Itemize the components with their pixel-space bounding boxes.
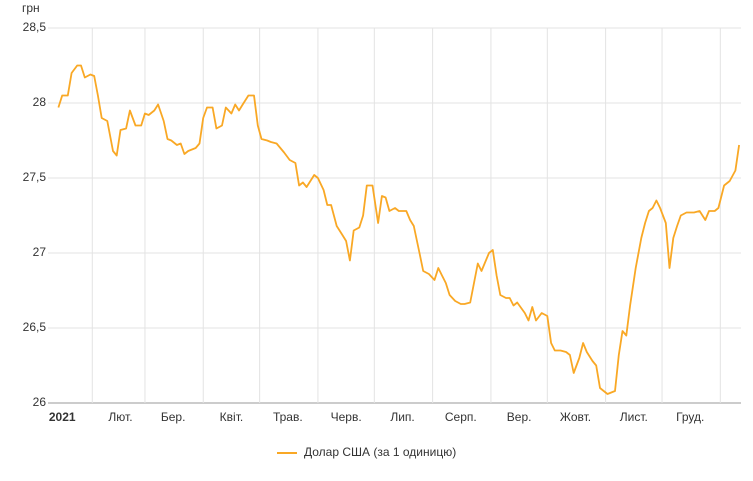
x-tick-label: 2021: [49, 410, 76, 424]
y-tick-label: 26,5: [23, 320, 47, 334]
x-tick-label: Трав.: [273, 410, 303, 424]
x-tick-label: Лип.: [390, 410, 414, 424]
y-tick-label: 28: [33, 95, 47, 109]
x-tick-label: Жовт.: [560, 410, 591, 424]
x-tick-label: Квіт.: [220, 410, 244, 424]
legend-label: Долар США (за 1 одиницю): [304, 445, 456, 459]
y-tick-label: 26: [33, 395, 47, 409]
x-tick-label: Бер.: [161, 410, 186, 424]
y-axis-unit: грн: [22, 1, 40, 15]
x-tick-label: Черв.: [331, 410, 362, 424]
x-tick-label: Лист.: [620, 410, 648, 424]
x-tick-label: Вер.: [507, 410, 532, 424]
x-tick-label: Серп.: [445, 410, 477, 424]
x-tick-label: Лют.: [108, 410, 132, 424]
legend-item: Долар США (за 1 одиницю): [277, 445, 456, 459]
y-tick-label: 28,5: [23, 20, 47, 34]
x-tick-label: Груд.: [676, 410, 704, 424]
y-tick-label: 27,5: [23, 170, 47, 184]
data-line: [57, 64, 740, 395]
y-tick-label: 27: [33, 245, 47, 259]
